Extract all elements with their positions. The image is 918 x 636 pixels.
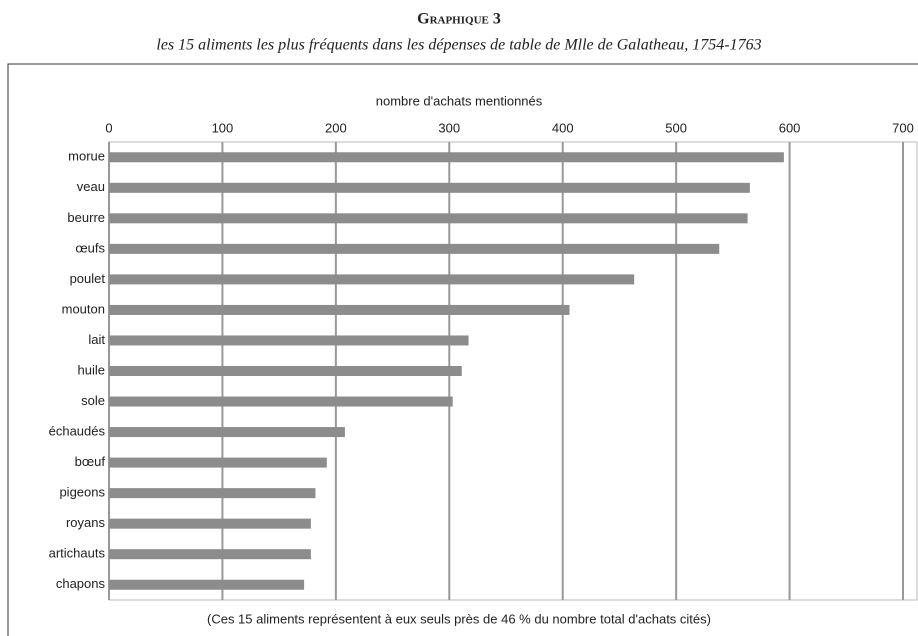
x-tick-label: 0 <box>105 120 112 135</box>
bar <box>109 213 748 224</box>
y-tick-label: mouton <box>62 301 105 316</box>
bar <box>109 335 469 346</box>
bar <box>109 243 720 254</box>
x-tick-label: 500 <box>665 120 687 135</box>
bar <box>109 518 311 529</box>
y-tick-label: morue <box>68 149 105 164</box>
bar <box>109 366 462 376</box>
bar <box>109 488 316 499</box>
bar <box>109 396 453 407</box>
bar <box>109 304 570 315</box>
x-tick-label: 700 <box>892 120 914 135</box>
y-tick-label: chapons <box>56 576 106 591</box>
bar <box>109 182 750 193</box>
bar <box>109 457 327 468</box>
y-tick-label: lait <box>88 332 105 347</box>
y-tick-label: échaudés <box>49 424 106 439</box>
chart-title: Graphique 3 <box>417 11 501 28</box>
y-tick-label: artichauts <box>49 546 106 561</box>
y-tick-label: huile <box>78 362 105 377</box>
x-axis-label: nombre d'achats mentionnés <box>376 93 543 108</box>
y-tick-label: bœuf <box>75 454 106 469</box>
note: (Ces 15 aliments représentent à eux seul… <box>207 611 711 626</box>
x-tick-label: 600 <box>779 120 801 135</box>
y-tick-label: veau <box>77 179 105 194</box>
bar <box>109 274 635 285</box>
y-tick-label: sole <box>81 393 105 408</box>
y-tick-label: royans <box>66 515 106 530</box>
y-tick-label: poulet <box>70 271 106 286</box>
bar <box>109 427 345 438</box>
frame <box>7 63 918 636</box>
x-tick-label: 400 <box>552 120 574 135</box>
bar <box>109 579 305 590</box>
x-tick-label: 200 <box>325 120 347 135</box>
bar <box>109 549 311 560</box>
y-tick-label: pigeons <box>59 485 105 500</box>
chart-subtitle: les 15 aliments les plus fréquents dans … <box>156 37 761 54</box>
x-tick-label: 100 <box>212 120 234 135</box>
y-tick-label: œufs <box>75 240 105 255</box>
bar <box>109 152 784 163</box>
y-tick-label: beurre <box>67 210 105 225</box>
x-tick-label: 300 <box>438 120 460 135</box>
